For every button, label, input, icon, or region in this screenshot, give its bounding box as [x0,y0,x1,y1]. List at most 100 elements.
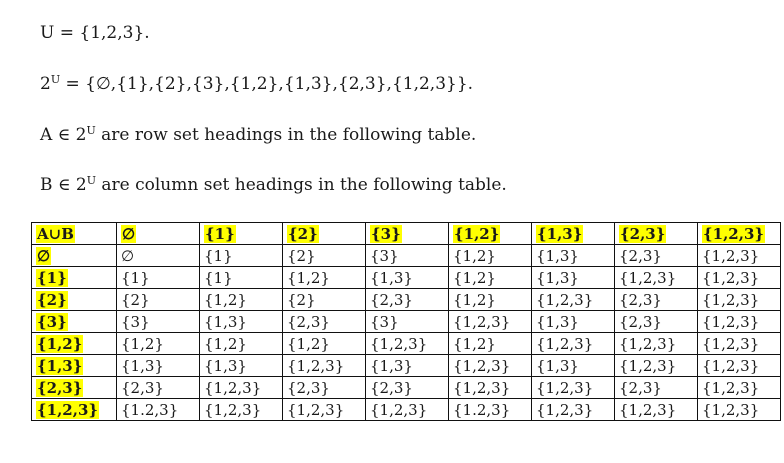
power-set-superscript: U [50,73,61,86]
table-row: {2,3} {2,3} {1,2,3} {2,3} {2,3} {1,2,3} {1,2,3… [31,376,781,399]
table-cell: {1} [116,266,200,289]
column-header-cell: {2} [282,222,366,245]
power-set-base: 2 [40,74,51,94]
column-header-cell: {2,3} [614,222,698,245]
table-cell: {3} [116,310,200,333]
table-cell: {1,2} [448,288,532,311]
table-cell: {1,3} [116,354,200,377]
table-cell: {1,2,3} [697,398,781,421]
table-cell: {1,2,3} [531,332,615,355]
table-cell: {1,2,3} [614,354,698,377]
column-heading-text: are column set headings in the following… [95,175,507,195]
row-header-label: {1} [36,268,68,287]
column-heading-prefix: B ∈ 2 [40,175,87,195]
row-header-cell: {1,2} [31,332,117,355]
table-cell: {1.2,3} [448,398,532,421]
union-table-body: A∪B ∅ {1} {2} {3} {1,2} {1,3} {2,3} {1,2,3} ∅ ∅ {1}… [31,222,781,421]
column-header-cell: {3} [365,222,449,245]
table-cell: {1,2,3} [697,332,781,355]
table-cell: {1,3} [531,310,615,333]
row-header-label: {1,2} [36,334,84,353]
table-cell: {2,3} [614,288,698,311]
table-cell: {1,2,3} [199,398,283,421]
table-cell: {1,2} [448,244,532,267]
row-header-label: {3} [36,312,68,331]
table-cell: {1,2,3} [282,398,366,421]
table-cell: {1,3} [531,354,615,377]
union-table: A∪B ∅ {1} {2} {3} {1,2} {1,3} {2,3} {1,2,3} ∅ ∅ {1}… [31,222,781,421]
table-cell: {2,3} [365,376,449,399]
table-cell: {2} [282,244,366,267]
table-cell: {1,2,3} [448,376,532,399]
power-set-definition: 2U = {∅,{1},{2},{3},{1,2},{1,3},{2,3},{1… [40,73,474,96]
table-cell: {1,2} [199,288,283,311]
table-row: {1,2} {1,2} {1,2} {1,2} {1,2,3} {1,2} {1,2,3}{… [31,332,781,355]
table-row: {1} {1} {1} {1,2} {1,3} {1,2} {1,3} {1,2,3} {1,2… [31,266,781,289]
table-cell: {1,2,3} [697,266,781,289]
column-header-label: {1,3} [536,224,584,243]
universe-definition: U = {1,2,3}. [40,23,150,43]
table-cell: {1.2,3} [116,398,200,421]
row-header-label: {1,2,3} [36,400,100,419]
row-header-cell: {1,3} [31,354,117,377]
table-cell: ∅ [116,244,200,267]
table-cell: {2} [116,288,200,311]
table-cell: {1,2,3} [614,332,698,355]
power-set-elements: = {∅,{1},{2},{3},{1,2},{1,3},{2,3},{1,2,… [60,74,474,94]
table-corner-label: A∪B [36,224,75,243]
table-cell: {1,2,3} [697,288,781,311]
table-cell: {2,3} [365,288,449,311]
column-header-label: ∅ [121,224,137,243]
row-header-label: {2} [36,290,68,309]
table-cell: {1,3} [531,244,615,267]
row-header-cell: {1} [31,266,117,289]
table-cell: {1,2,3} [365,332,449,355]
table-cell: {1,2,3} [282,354,366,377]
table-cell: {1} [199,266,283,289]
column-header-cell: {1,2} [448,222,532,245]
table-cell: {1,2} [448,332,532,355]
table-row: {1,2,3} {1.2,3} {1,2,3} {1,2,3} {1,2,3} {1.2,… [31,398,781,421]
table-cell: {1,2} [282,266,366,289]
table-cell: {2,3} [614,244,698,267]
row-header-label: {1,3} [36,356,84,375]
table-cell: {1,2,3} [697,376,781,399]
row-heading-prefix: A ∈ 2 [40,125,87,145]
column-header-cell: ∅ [116,222,200,245]
table-cell: {1,2,3} [614,398,698,421]
table-cell: {1,2,3} [697,310,781,333]
row-header-cell: {1,2,3} [31,398,117,421]
table-row: {2} {2} {1,2} {2} {2,3} {1,2} {1,2,3} {2,3} {1,2… [31,288,781,311]
table-cell: {2,3} [282,310,366,333]
table-cell: {2,3} [116,376,200,399]
table-cell: {1,2,3} [531,398,615,421]
table-cell: {1,2} [282,332,366,355]
table-cell: {1,2,3} [365,398,449,421]
table-cell: {2} [282,288,366,311]
column-header-label: {2} [287,224,319,243]
table-cell: {1,2,3} [614,266,698,289]
table-row: {1,3} {1,3} {1,3} {1,2,3} {1,3} {1,2,3} {1,3}{… [31,354,781,377]
table-cell: {1,3} [365,354,449,377]
table-cell: {1,2} [448,266,532,289]
table-cell: {1,2,3} [531,288,615,311]
column-header-cell: {1,3} [531,222,615,245]
column-heading-note: B ∈ 2U are column set headings in the fo… [40,174,507,197]
table-cell: {3} [365,310,449,333]
table-cell: {1,2,3} [531,376,615,399]
column-header-label: {2,3} [619,224,667,243]
row-header-cell: {2,3} [31,376,117,399]
table-cell: {1,3} [199,310,283,333]
row-header-label: {2,3} [36,378,84,397]
table-cell: {1,2,3} [199,376,283,399]
table-cell: {3} [365,244,449,267]
table-cell: {1,2,3} [448,354,532,377]
table-cell: {2,3} [614,310,698,333]
table-cell: {2,3} [282,376,366,399]
table-cell: {1,3} [365,266,449,289]
column-header-label: {3} [370,224,402,243]
table-corner-cell: A∪B [31,222,117,245]
table-cell: {2,3} [614,376,698,399]
row-heading-superscript: U [86,124,96,137]
row-header-label: ∅ [36,246,52,265]
